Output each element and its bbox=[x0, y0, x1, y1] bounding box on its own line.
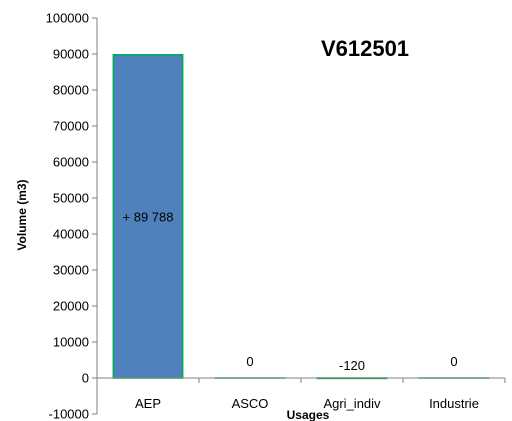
y-axis-title: Volume (m3) bbox=[15, 179, 29, 250]
y-tick-label: -10000 bbox=[49, 407, 89, 421]
y-tick-label: 0 bbox=[82, 371, 89, 386]
x-tick-label: Agri_indiv bbox=[323, 396, 381, 411]
y-tick-label: 90000 bbox=[53, 47, 89, 62]
y-tick-label: 40000 bbox=[53, 227, 89, 242]
x-axis-title: Usages bbox=[287, 408, 330, 421]
y-axis-ticks: -10000 0 10000 20000 30000 40000 50000 60000 700… bbox=[46, 11, 97, 421]
y-tick-label: 30000 bbox=[53, 263, 89, 278]
x-tick-label: AEP bbox=[135, 396, 161, 411]
x-tick-label: Industrie bbox=[429, 396, 479, 411]
x-tick-label: ASCO bbox=[232, 396, 269, 411]
axes bbox=[96, 18, 506, 414]
y-tick-label: 70000 bbox=[53, 119, 89, 134]
y-tick-label: 10000 bbox=[53, 335, 89, 350]
y-tick-label: 60000 bbox=[53, 155, 89, 170]
data-label: -120 bbox=[339, 358, 365, 373]
y-tick-label: 80000 bbox=[53, 83, 89, 98]
y-tick-label: 20000 bbox=[53, 299, 89, 314]
bar-aep bbox=[112, 54, 184, 379]
y-tick-label: 50000 bbox=[53, 191, 89, 206]
y-tick-label: 100000 bbox=[46, 11, 89, 26]
data-label: 0 bbox=[450, 354, 457, 369]
data-labels: + 89 788 0 -120 0 bbox=[123, 209, 458, 373]
data-label: + 89 788 bbox=[123, 209, 174, 224]
data-label: 0 bbox=[246, 354, 253, 369]
x-axis-categories: AEP ASCO Agri_indiv Industrie bbox=[135, 396, 479, 411]
chart-title: V612501 bbox=[321, 36, 409, 61]
bars bbox=[112, 54, 490, 380]
